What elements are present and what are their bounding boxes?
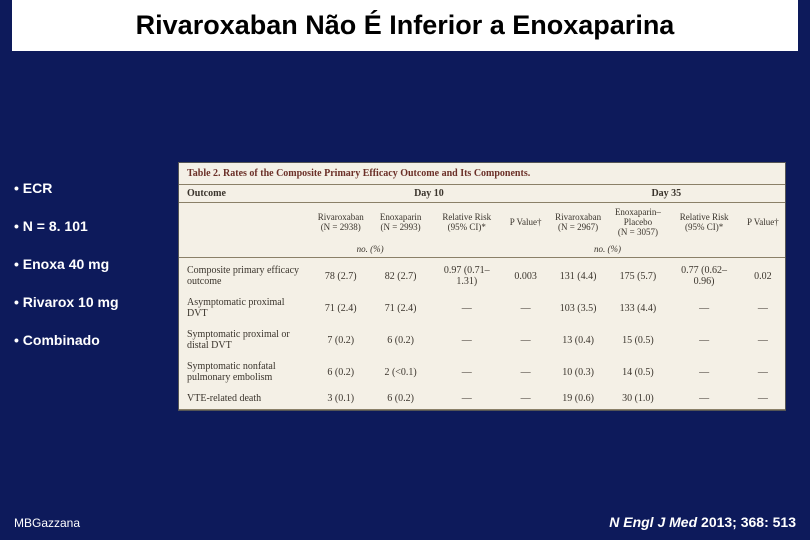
footer-citation: N Engl J Med 2013; 368: 513 bbox=[609, 514, 796, 530]
slide-title: Rivaroxaban Não É Inferior a Enoxaparina bbox=[12, 0, 798, 51]
table-caption: Table 2. Rates of the Composite Primary … bbox=[179, 163, 785, 185]
subcol: Rivaroxaban(N = 2967) bbox=[548, 203, 609, 241]
bullet-list: ECR N = 8. 101 Enoxa 40 mg Rivarox 10 mg… bbox=[14, 180, 119, 370]
footer-author: MBGazzana bbox=[14, 516, 80, 530]
table-row: Asymptomatic proximal DVT 71 (2.4)71 (2.… bbox=[179, 292, 785, 324]
table-row: Symptomatic nonfatal pulmonary embolism … bbox=[179, 356, 785, 388]
unit-label: no. (%) bbox=[310, 240, 430, 258]
data-table: Outcome Day 10 Day 35 Rivaroxaban(N = 29… bbox=[179, 185, 785, 410]
table-row: VTE-related death 3 (0.1)6 (0.2)—— 19 (0… bbox=[179, 388, 785, 410]
subcol: Relative Risk(95% CI)* bbox=[667, 203, 741, 241]
subcol: Rivaroxaban(N = 2938) bbox=[310, 203, 371, 241]
subcol: Relative Risk(95% CI)* bbox=[430, 203, 504, 241]
bullet-item: ECR bbox=[14, 180, 119, 196]
bullet-item: Combinado bbox=[14, 332, 119, 348]
efficacy-table: Table 2. Rates of the Composite Primary … bbox=[178, 162, 786, 411]
bullet-item: Rivarox 10 mg bbox=[14, 294, 119, 310]
bullet-item: Enoxa 40 mg bbox=[14, 256, 119, 272]
table-row: Symptomatic proximal or distal DVT 7 (0.… bbox=[179, 324, 785, 356]
subcol: Enoxaparin(N = 2993) bbox=[371, 203, 430, 241]
unit-label: no. (%) bbox=[548, 240, 668, 258]
subcol: P Value† bbox=[741, 203, 785, 241]
subcol: P Value† bbox=[504, 203, 548, 241]
col-day35: Day 35 bbox=[548, 185, 785, 203]
bullet-item: N = 8. 101 bbox=[14, 218, 119, 234]
subcol: Enoxaparin–Placebo(N = 3057) bbox=[609, 203, 668, 241]
table-row: Composite primary efficacy outcome 78 (2… bbox=[179, 258, 785, 293]
col-day10: Day 10 bbox=[310, 185, 547, 203]
col-outcome: Outcome bbox=[179, 185, 310, 203]
